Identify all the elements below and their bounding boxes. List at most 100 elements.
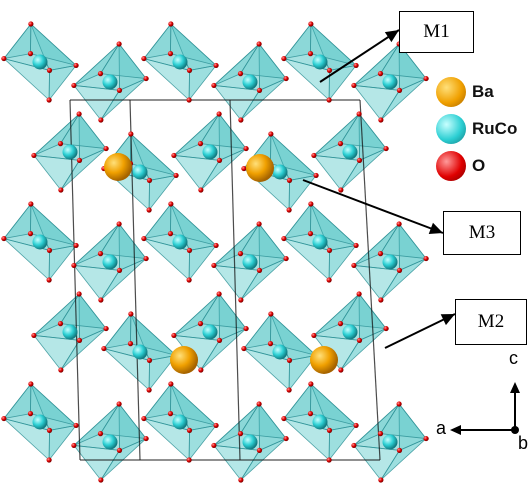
oxygen-atom — [198, 187, 204, 193]
octahedron-face — [48, 244, 78, 282]
oxygen-atom — [103, 325, 109, 332]
octahedron-face — [48, 424, 78, 462]
oxygen-atom — [396, 401, 402, 407]
oxygen-atom — [128, 311, 134, 317]
oxygen-atom — [378, 297, 384, 303]
octahedron-face — [199, 113, 247, 150]
oxygen-atom — [213, 62, 219, 69]
a-axis-arrowhead — [450, 425, 461, 435]
ruco-atom — [62, 144, 78, 160]
ruco-atom — [172, 234, 188, 250]
oxygen-atom — [211, 262, 217, 269]
oxygen-atom — [186, 97, 192, 103]
octahedron-face — [240, 78, 287, 121]
octahedron-face — [288, 354, 318, 392]
oxygen-atom — [338, 367, 344, 373]
oxygen-atom — [353, 242, 359, 249]
octahedron-face — [148, 354, 178, 392]
oxygen-atom — [256, 401, 262, 407]
ruco-atom — [242, 434, 258, 450]
oxygen-atom — [168, 381, 174, 387]
oxygen-atom — [73, 242, 79, 249]
octahedron-face — [240, 258, 287, 301]
oxygen-atom — [351, 262, 357, 269]
oxygen-atom — [351, 442, 357, 449]
octahedron-face — [380, 78, 427, 121]
oxygen-atom — [308, 21, 314, 27]
octahedron — [242, 312, 318, 392]
oxygen-atom — [286, 207, 292, 213]
octahedron-face — [380, 438, 427, 481]
octahedron-face — [99, 403, 147, 440]
oxygen-atom — [186, 67, 193, 73]
oxygen-atom — [337, 141, 344, 147]
oxygen-atom — [143, 255, 149, 262]
ba-atom — [170, 346, 198, 374]
c-axis-arrowhead — [510, 382, 520, 393]
ruco-atom — [242, 74, 258, 90]
oxygen-atom — [377, 251, 384, 257]
octahedron-face — [99, 43, 147, 80]
ruco-atom — [312, 234, 328, 250]
oxygen-atom — [308, 201, 314, 207]
oxygen-atom — [378, 477, 384, 483]
oxygen-atom — [98, 297, 104, 303]
oxygen-atom — [268, 311, 274, 317]
octahedron-face — [2, 202, 32, 240]
oxygen-atom — [326, 277, 332, 283]
oxygen-atom — [171, 332, 177, 339]
oxygen-atom — [423, 255, 429, 262]
oxygen-atom — [173, 172, 179, 179]
oxygen-atom — [238, 477, 244, 483]
oxygen-atom — [307, 231, 314, 237]
b-axis-dot — [511, 426, 519, 434]
octahedron-face — [59, 293, 107, 330]
oxygen-atom — [28, 381, 34, 387]
ruco-atom — [102, 434, 118, 450]
oxygen-atom — [146, 357, 153, 363]
arrow-to-m3 — [302, 179, 444, 235]
unit-cell-edge — [129, 99, 141, 461]
label-m2-text: M2 — [477, 311, 505, 332]
octahedron-face — [188, 244, 218, 282]
oxygen-atom — [283, 75, 289, 82]
oxygen-atom — [256, 221, 262, 227]
ruco-atom — [272, 164, 288, 180]
axis-label-c: c — [509, 348, 518, 368]
oxygen-atom — [46, 427, 53, 433]
octahedron-face — [239, 43, 287, 80]
oxygen-atom — [211, 82, 217, 89]
oxygen-atom — [243, 145, 249, 152]
oxygen-atom — [326, 457, 332, 463]
ruco-atom-icon — [436, 114, 466, 144]
oxygen-atom — [423, 435, 429, 442]
oxygen-atom — [423, 75, 429, 82]
oxygen-atom — [383, 145, 389, 152]
arrow-to-m2 — [384, 313, 456, 349]
octahedron-face — [200, 148, 247, 191]
oxygen-atom — [281, 235, 287, 242]
oxygen-atom — [98, 117, 104, 123]
oxygen-atom — [28, 201, 34, 207]
oxygen-atom — [143, 75, 149, 82]
octahedron-face — [242, 312, 272, 350]
octahedron-face — [200, 328, 247, 371]
oxygen-atom — [141, 55, 147, 62]
oxygen-atom — [97, 431, 104, 437]
oxygen-atom — [57, 321, 64, 327]
oxygen-atom — [256, 447, 263, 453]
oxygen-atom — [216, 157, 223, 163]
oxygen-atom — [267, 341, 274, 347]
oxygen-atom — [281, 415, 287, 422]
octahedron-face — [380, 258, 427, 301]
octahedra-layer — [2, 22, 427, 481]
oxygen-atom — [146, 207, 152, 213]
oxygen-atom — [356, 111, 362, 117]
oxygen-atom — [168, 201, 174, 207]
oxygen-atom — [146, 177, 153, 183]
oxygen-atom — [58, 367, 64, 373]
oxygen-atom — [141, 235, 147, 242]
ba-atom — [246, 154, 274, 182]
oxygen-atom — [71, 82, 77, 89]
